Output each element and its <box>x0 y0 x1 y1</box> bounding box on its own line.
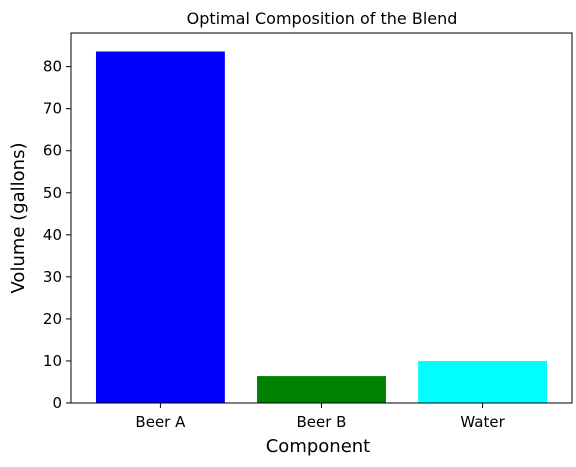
y-tick-label: 10 <box>43 352 62 370</box>
x-tick-label: Beer A <box>135 413 186 431</box>
y-tick-label: 30 <box>43 268 62 286</box>
x-axis-label: Component <box>266 436 371 457</box>
x-tick-label: Water <box>460 413 505 431</box>
x-axis-ticks: Beer A Beer B Water <box>135 403 506 431</box>
chart-title: Optimal Composition of the Blend <box>187 9 458 28</box>
bar-water <box>418 360 548 403</box>
y-tick-label: 40 <box>43 226 62 244</box>
y-tick-label: 50 <box>43 184 62 202</box>
x-tick-label: Beer B <box>297 413 347 431</box>
y-tick-label: 60 <box>43 142 62 160</box>
bar-beer-b <box>257 376 386 403</box>
y-tick-label: 80 <box>43 58 62 76</box>
y-tick-label: 20 <box>43 310 62 328</box>
y-tick-label: 70 <box>43 100 62 118</box>
y-axis-label: Volume (gallons) <box>8 143 29 294</box>
y-tick-label: 0 <box>52 394 62 412</box>
bar-beer-a <box>95 51 225 403</box>
y-axis-ticks: 0 10 20 30 40 50 60 70 80 <box>43 58 71 412</box>
bars-group <box>95 51 548 403</box>
